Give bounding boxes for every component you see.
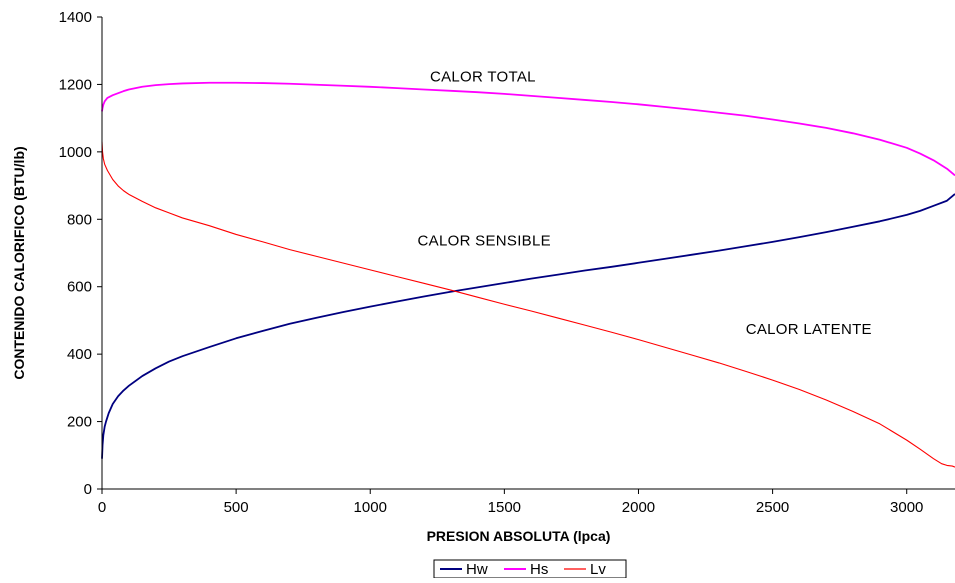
x-tick-label: 2000	[622, 499, 655, 516]
annotation-2: CALOR SENSIBLE	[418, 233, 551, 250]
y-tick-label: 1000	[59, 144, 92, 161]
y-tick-label: 1200	[59, 76, 92, 93]
x-tick-label: 1000	[354, 499, 387, 516]
annotation-3: CALOR LATENTE	[746, 321, 872, 338]
x-tick-label: 1500	[488, 499, 521, 516]
series-line-hs	[101, 81, 955, 177]
axes: 0 200 400 600 800 1000 1200 1400 0 500 1000 1500 200…	[11, 9, 955, 544]
y-tick-label: 1400	[59, 9, 92, 26]
x-tick-label: 500	[224, 499, 249, 516]
annotations: CALOR TOTAL CALOR SENSIBLE CALOR LATENTE	[418, 69, 872, 338]
legend-label-hw: Hw	[466, 561, 488, 578]
plot-area	[101, 81, 955, 468]
legend: Hw Hs Lv	[433, 559, 627, 579]
x-axis-title: PRESION ABSOLUTA (lpca)	[427, 528, 611, 544]
x-tick-label: 3000	[890, 499, 923, 516]
y-tick-label: 600	[67, 279, 92, 296]
y-tick-label: 0	[84, 481, 92, 498]
series-line-lv	[101, 141, 955, 468]
series-line-hw	[101, 193, 955, 459]
legend-label-lv: Lv	[590, 561, 606, 578]
legend-label-hs: Hs	[530, 561, 548, 578]
y-tick-label: 400	[67, 346, 92, 363]
annotation-1: CALOR TOTAL	[430, 69, 536, 86]
y-tick-label: 800	[67, 211, 92, 228]
y-axis-title: CONTENIDO CALORIFICO (BTU/lb)	[11, 146, 27, 379]
x-tick-label: 0	[98, 499, 106, 516]
x-tick-label: 2500	[756, 499, 789, 516]
y-tick-label: 200	[67, 414, 92, 431]
